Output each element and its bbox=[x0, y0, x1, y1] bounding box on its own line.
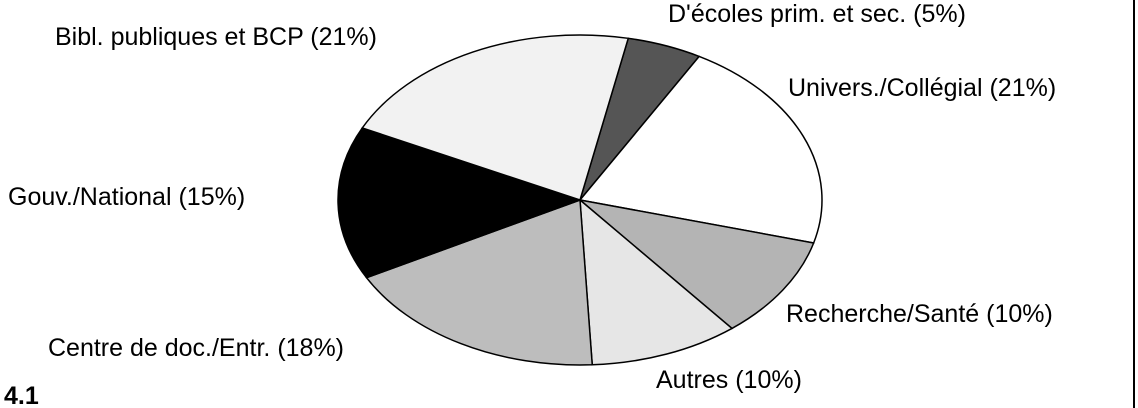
slice-label: Bibl. publiques et BCP (21%) bbox=[55, 23, 377, 51]
value-label: (18%) bbox=[277, 334, 344, 362]
value-label: (21%) bbox=[310, 23, 377, 51]
value-label: (21%) bbox=[989, 74, 1056, 102]
slice-label: Autres (10%) bbox=[656, 366, 802, 394]
pie-slice bbox=[361, 34, 630, 201]
value-label: (10%) bbox=[735, 366, 802, 394]
slice-label: Univers./Collégial (21%) bbox=[788, 74, 1056, 102]
value-label: (15%) bbox=[178, 183, 245, 211]
category-name: Recherche/Santé bbox=[786, 300, 979, 328]
category-name: D'écoles prim. et sec. bbox=[668, 0, 906, 28]
slice-label: Recherche/Santé (10%) bbox=[786, 300, 1053, 328]
category-name: Univers./Collégial bbox=[788, 74, 983, 102]
value-label: (10%) bbox=[986, 300, 1053, 328]
pie-slice bbox=[337, 127, 583, 279]
pie-slice bbox=[577, 198, 815, 330]
pie-slice bbox=[365, 198, 594, 366]
category-name: Autres bbox=[656, 366, 728, 394]
category-name: Bibl. publiques et BCP bbox=[55, 23, 303, 51]
figure-label: 4.1 bbox=[4, 382, 39, 408]
slice-label: Gouv./National (15%) bbox=[8, 183, 245, 211]
pie-slice bbox=[578, 55, 823, 244]
pie-slice bbox=[579, 198, 734, 366]
slice-label: Centre de doc./Entr. (18%) bbox=[48, 334, 344, 362]
category-name: Centre de doc./Entr. bbox=[48, 334, 270, 362]
category-name: Gouv./National bbox=[8, 183, 172, 211]
value-label: (5%) bbox=[913, 0, 966, 28]
slice-label: D'écoles prim. et sec. (5%) bbox=[668, 0, 966, 28]
